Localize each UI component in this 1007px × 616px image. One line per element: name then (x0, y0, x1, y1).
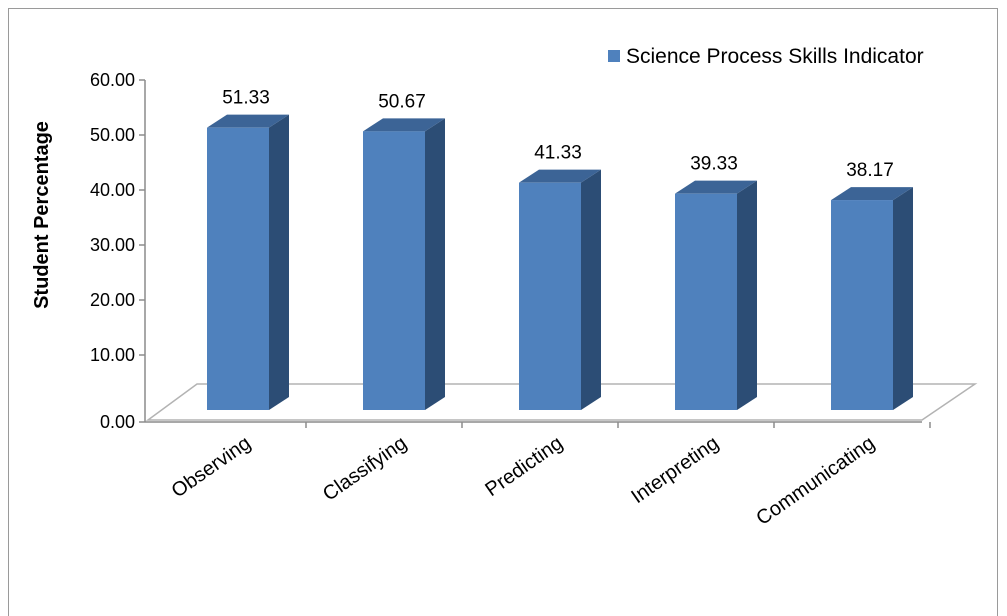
x-tick-label: Observing (168, 432, 255, 502)
bar-side (737, 180, 757, 410)
x-axis-labels: Observing Classifying Predicting Interpreti… (168, 432, 879, 530)
y-tick-label: 50.00 (90, 125, 135, 145)
bar-top (363, 118, 445, 132)
y-tick-label: 20.00 (90, 290, 135, 310)
data-label: 41.33 (534, 143, 582, 164)
legend-swatch (608, 50, 620, 62)
data-labels: 51.33 50.67 41.33 39.33 38.17 (222, 88, 894, 181)
bar-top (207, 114, 289, 128)
bars (207, 114, 913, 410)
data-label: 51.33 (222, 88, 270, 109)
y-tick-label: 60.00 (90, 70, 135, 90)
legend-label: Science Process Skills Indicator (626, 45, 924, 68)
bar-side (893, 187, 913, 410)
data-label: 38.17 (846, 160, 894, 181)
y-tick-label: 10.00 (90, 345, 135, 365)
bar-front (519, 182, 581, 410)
bar-side (269, 114, 289, 410)
bar-predicting (519, 169, 601, 410)
data-label: 50.67 (378, 91, 426, 112)
bar-front (207, 127, 269, 410)
bar-observing (207, 114, 289, 410)
y-tick-label: 0.00 (100, 412, 135, 432)
x-tick-label: Communicating (752, 432, 878, 530)
y-axis: 0.00 10.00 20.00 30.00 40.00 50.00 60.00 (90, 70, 931, 432)
bar-top (831, 187, 913, 201)
chart-frame (8, 8, 998, 616)
bar-side (581, 169, 601, 410)
bar-side (425, 118, 445, 410)
y-tick-label: 40.00 (90, 180, 135, 200)
y-axis-title: Student Percentage (31, 121, 53, 309)
bar-top (519, 169, 601, 183)
bar-interpreting (675, 180, 757, 410)
bar-front (831, 200, 893, 410)
bar-classifying (363, 118, 445, 410)
x-tick-label: Predicting (481, 432, 566, 501)
y-tick-label: 30.00 (90, 235, 135, 255)
bar-top (675, 180, 757, 194)
bar-front (675, 193, 737, 410)
x-tick-label: Classifying (319, 432, 411, 505)
bar-communicating (831, 187, 913, 410)
legend: Science Process Skills Indicator (608, 45, 924, 68)
bar-front (363, 131, 425, 410)
data-label: 39.33 (690, 154, 738, 175)
x-tick-label: Interpreting (627, 432, 722, 508)
